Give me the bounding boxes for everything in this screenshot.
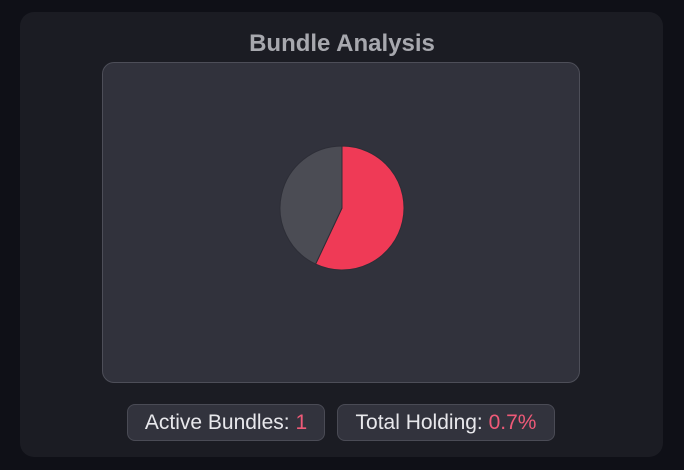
active-bundles-value: 1 bbox=[295, 411, 308, 434]
active-bundles-stat: Active Bundles: 1 bbox=[127, 404, 325, 441]
bundle-pie-chart bbox=[279, 145, 405, 271]
card-title: Bundle Analysis bbox=[249, 30, 435, 57]
total-holding-label: Total Holding: bbox=[355, 411, 483, 434]
pie-slice-2 bbox=[279, 145, 343, 265]
chart-panel bbox=[102, 62, 580, 383]
total-holding-value: 0.7% bbox=[488, 411, 537, 434]
stats-row: Active Bundles: 1 Total Holding: 0.7% bbox=[0, 404, 684, 441]
total-holding-stat: Total Holding: 0.7% bbox=[337, 404, 555, 441]
active-bundles-label: Active Bundles: bbox=[144, 411, 290, 434]
pie-slice-1 bbox=[314, 145, 405, 271]
